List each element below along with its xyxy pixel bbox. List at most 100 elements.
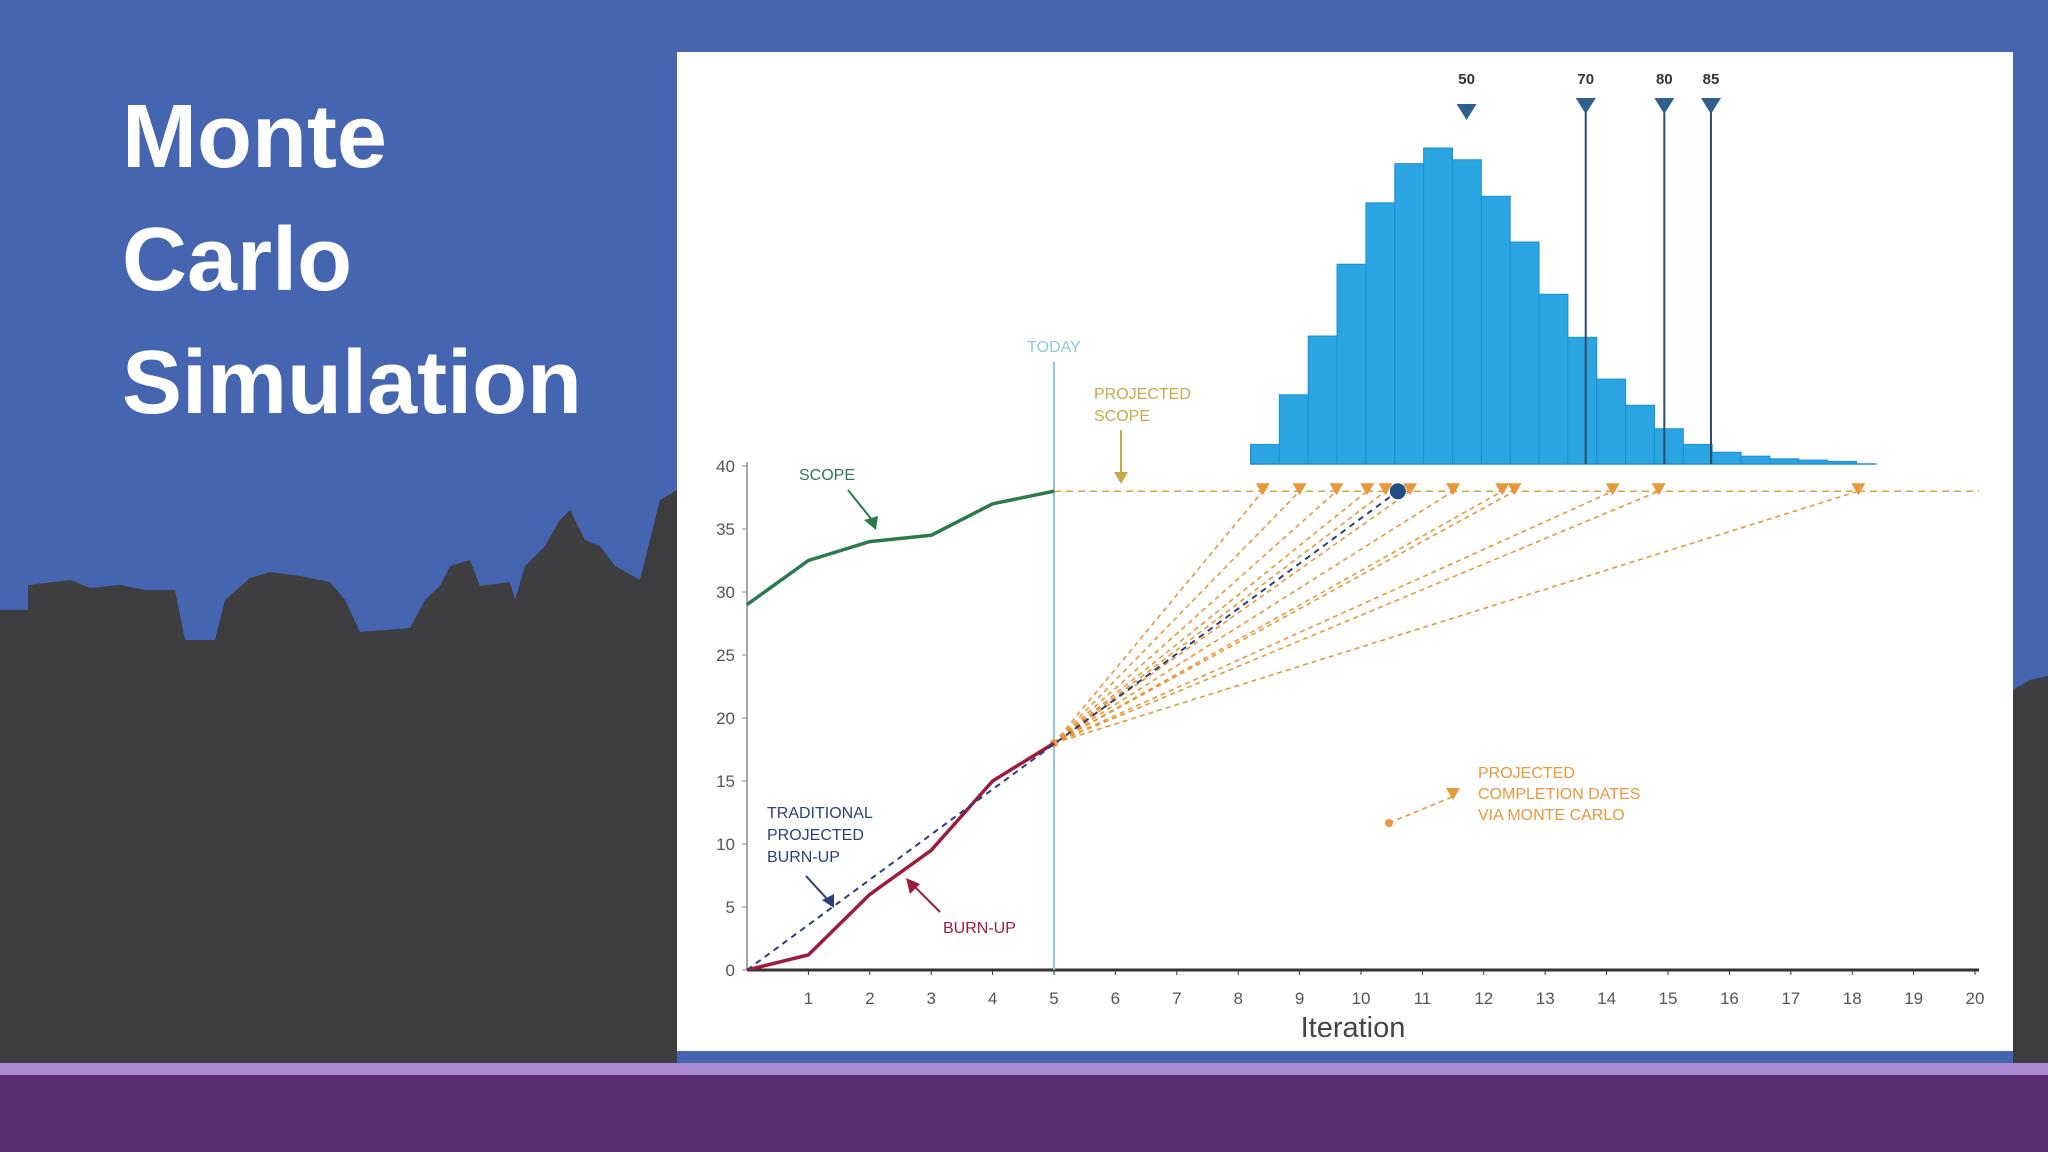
burn-up-label: BURN-UP (943, 920, 1016, 937)
projection-end-marker (1495, 483, 1510, 496)
x-tick-label: 6 (1111, 989, 1120, 1008)
histogram-bar (1682, 443, 1713, 465)
x-tick-label: 17 (1781, 989, 1800, 1008)
histogram-bar (1740, 455, 1771, 465)
histogram-bar (1423, 147, 1453, 465)
accent-strip (0, 1063, 2048, 1075)
y-tick-label: 10 (716, 835, 735, 854)
histogram-bar (1596, 378, 1627, 465)
y-tick-label: 25 (716, 646, 735, 665)
projections-label: VIA MONTE CARLO (1478, 807, 1625, 824)
traditional-label: BURN-UP (767, 849, 840, 866)
percentile-marker (1575, 98, 1596, 114)
title-line: Simulation (122, 333, 582, 433)
histogram-bar (1509, 241, 1540, 465)
x-axis-label: Iteration (1301, 1012, 1406, 1044)
traditional-end (1389, 483, 1406, 500)
scope-label: SCOPE (799, 467, 855, 484)
legend-sample-dot (1385, 819, 1393, 827)
legend-sample (1388, 796, 1453, 824)
histogram-bar (1278, 394, 1309, 465)
percentile-marker (1700, 98, 1721, 114)
y-tick-label: 20 (716, 709, 735, 728)
percentile-label: 50 (1458, 71, 1475, 88)
histogram-bar (1653, 428, 1684, 465)
x-tick-label: 18 (1843, 989, 1862, 1008)
histogram-bar (1711, 451, 1742, 465)
y-tick-label: 5 (726, 898, 735, 917)
projected-scope-label: PROJECTED (1094, 386, 1191, 403)
arrow-head (822, 894, 834, 908)
projection-end-marker (1851, 483, 1866, 496)
x-tick-label: 4 (988, 989, 997, 1008)
projection-end-marker (1360, 483, 1375, 496)
projection-end-marker (1255, 483, 1270, 496)
x-tick-label: 10 (1352, 989, 1371, 1008)
projection-line (1053, 490, 1660, 744)
footer-band (0, 1075, 2048, 1152)
histogram-bar (1336, 263, 1367, 465)
annotation-arrow (847, 489, 873, 521)
histogram-bar (1625, 404, 1655, 465)
projection-line (1053, 490, 1515, 744)
x-tick-label: 14 (1597, 989, 1616, 1008)
x-tick-label: 16 (1720, 989, 1739, 1008)
projection-line (1053, 490, 1337, 744)
series-line (745, 489, 1055, 607)
projection-line (1053, 490, 1503, 744)
x-tick-label: 8 (1233, 989, 1242, 1008)
y-tick-label: 30 (716, 583, 735, 602)
histogram-bar (1451, 159, 1482, 465)
percentile-marker (1654, 98, 1675, 114)
annotation-arrow (911, 883, 941, 913)
projections-label: PROJECTED (1478, 765, 1575, 782)
histogram-bar (1480, 195, 1511, 465)
x-tick-label: 3 (926, 989, 935, 1008)
histogram-bar (1567, 336, 1598, 465)
histogram-bar (1307, 335, 1338, 465)
x-tick-label: 1 (804, 989, 813, 1008)
percentile-label: 70 (1577, 71, 1594, 88)
projection-end-marker (1507, 483, 1522, 496)
title-line: Carlo (122, 210, 352, 310)
projection-line (1053, 490, 1264, 744)
projection-line (1053, 490, 1368, 744)
projection-end-marker (1292, 483, 1307, 496)
projection-line (1053, 490, 1614, 744)
chart-panel (677, 52, 2013, 1051)
histogram-bar (1249, 443, 1280, 465)
x-tick-label: 19 (1904, 989, 1923, 1008)
histogram-bar (1769, 458, 1800, 465)
projections-label: COMPLETION DATES (1478, 786, 1640, 803)
traditional-label: TRADITIONAL (767, 805, 873, 822)
x-tick-label: 7 (1172, 989, 1181, 1008)
x-tick-label: 5 (1049, 989, 1058, 1008)
x-tick-label: 9 (1295, 989, 1304, 1008)
projection-end-marker (1651, 483, 1666, 496)
series-line (746, 490, 1399, 971)
projection-end-marker (1446, 483, 1461, 496)
projected-scope-label: SCOPE (1094, 408, 1150, 425)
x-tick-label: 2 (865, 989, 874, 1008)
projection-end-marker (1605, 483, 1620, 496)
skyline (0, 490, 677, 1065)
title-line: Monte (122, 87, 387, 187)
projection-line (1053, 490, 1859, 744)
y-tick-label: 0 (726, 961, 735, 980)
today-label: TODAY (1027, 339, 1081, 356)
histogram-bar (1538, 293, 1569, 465)
y-tick-label: 35 (716, 520, 735, 539)
projection-line (1053, 490, 1387, 744)
percentile-label: 80 (1656, 71, 1673, 88)
series-line (746, 741, 1055, 972)
percentile-marker (1456, 104, 1477, 120)
projection-end-marker (1403, 483, 1418, 496)
projection-end-marker (1329, 483, 1344, 496)
percentile-label: 85 (1703, 71, 1720, 88)
x-tick-label: 11 (1414, 989, 1432, 1008)
x-tick-label: 15 (1659, 989, 1678, 1008)
x-tick-label: 12 (1474, 989, 1493, 1008)
histogram-bar (1394, 163, 1425, 465)
